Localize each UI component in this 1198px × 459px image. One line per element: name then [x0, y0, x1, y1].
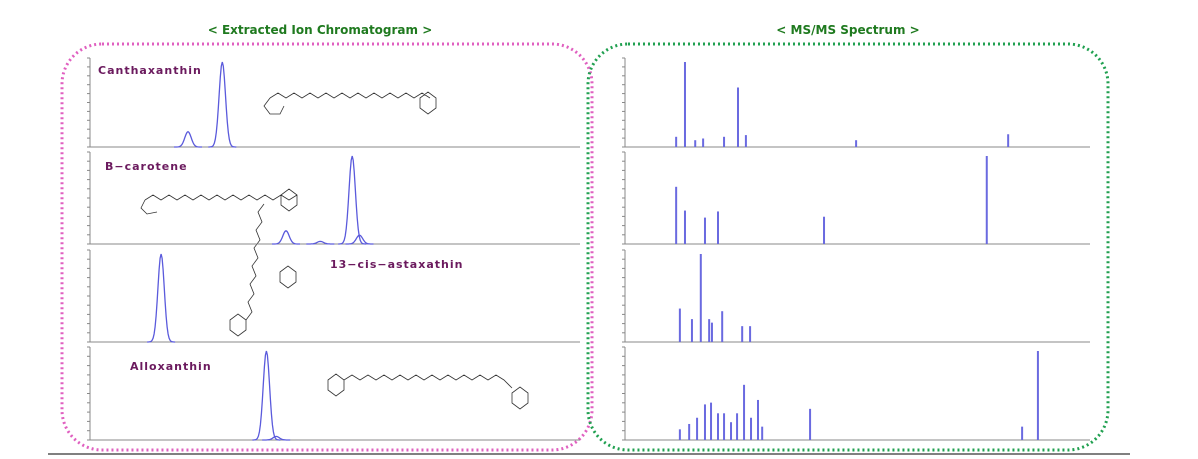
spectrum-line [688, 423, 691, 440]
molecules [140, 91, 529, 410]
spectrum-line [678, 429, 681, 440]
compound-label: Alloxanthin [130, 360, 212, 373]
peak [174, 130, 202, 148]
spectrum-line [710, 402, 713, 440]
spectrum-line [703, 404, 706, 440]
peak [272, 230, 300, 245]
spectrum-line [717, 413, 719, 440]
compound-label: B−carotene [105, 160, 188, 173]
spectrum-line [855, 140, 858, 147]
spectrum-line [678, 308, 681, 342]
spectrum-line [708, 319, 711, 342]
spectrum-line [675, 186, 678, 244]
spectrum-line [730, 422, 733, 440]
peak [252, 350, 281, 441]
spectrum-line [756, 399, 759, 440]
spectrum-line [694, 140, 697, 147]
left-header: < Extracted Ion Chromatogram > [208, 23, 433, 37]
spectrum-line [683, 62, 686, 147]
spectrum-line [743, 384, 746, 440]
spectrum-line [741, 326, 744, 342]
peak [147, 253, 176, 343]
spectrum-line [702, 138, 705, 147]
spectrum-line [690, 319, 693, 342]
compound-label: Canthaxanthin [98, 64, 202, 77]
compound-label: 13−cis−astaxathin [330, 258, 463, 271]
spectrum-line [750, 417, 753, 440]
peak [208, 61, 237, 148]
spectrum-line [703, 217, 706, 244]
spectrum-line [696, 417, 699, 440]
spectrum-line [699, 254, 702, 342]
spectrum-line [1007, 134, 1010, 147]
spectrum-line [1036, 351, 1039, 440]
spectrum-line [717, 211, 719, 244]
spectrum-line [710, 322, 713, 342]
right-frame [586, 42, 1110, 452]
spectrum-line [761, 426, 764, 440]
spectrum-line [744, 135, 747, 147]
spectrum-line [749, 326, 752, 342]
spectrum-line [1021, 426, 1024, 440]
peak [345, 234, 374, 245]
spectrum-line [723, 136, 726, 147]
spectrum-line [736, 413, 739, 440]
spectrum-line [721, 311, 724, 342]
spectrum-line [985, 156, 988, 244]
spectrum-line [675, 136, 678, 147]
spectrum-line [736, 87, 739, 147]
right-header: < MS/MS Spectrum > [776, 23, 919, 37]
spectrum-line [683, 210, 686, 244]
peak [262, 435, 291, 441]
spectrum-line [809, 408, 812, 440]
spectrum-line [723, 413, 726, 440]
peak [306, 240, 335, 245]
spectrum-line [823, 216, 826, 244]
peak [338, 155, 367, 245]
left-frame [60, 42, 594, 452]
